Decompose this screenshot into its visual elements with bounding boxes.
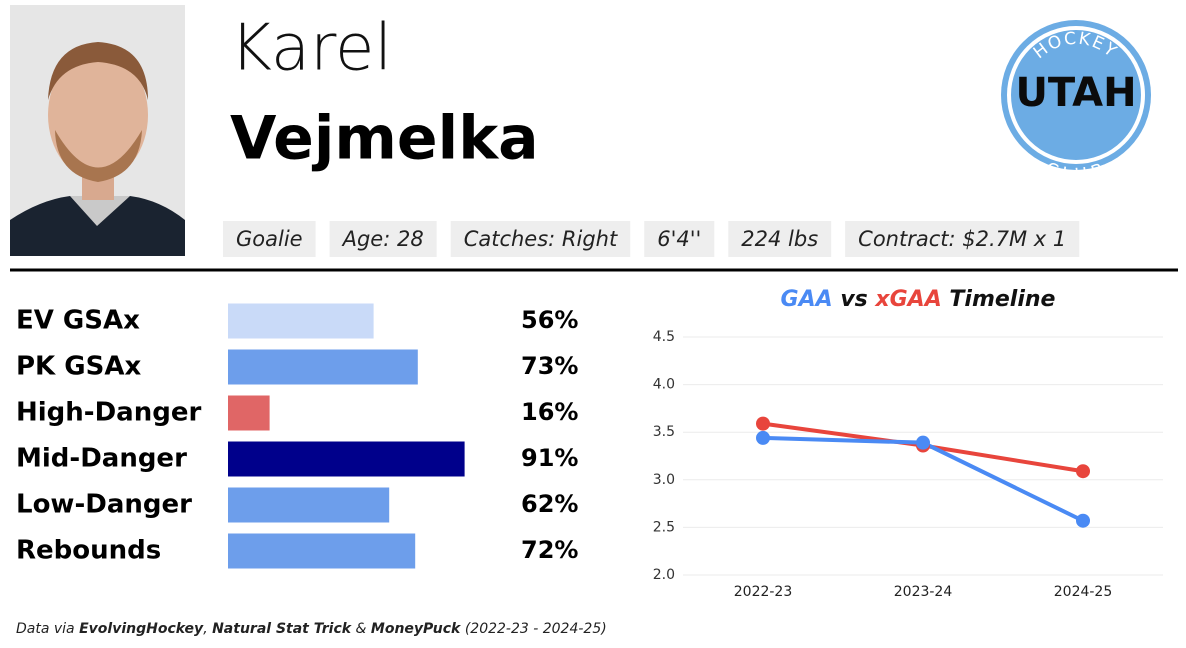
point [756, 416, 770, 431]
bar-label: PK GSAx [16, 352, 141, 382]
attribute-text: Contract: $2.7M x 1 [858, 227, 1066, 251]
x-tick-label: 2023-24 [894, 584, 953, 600]
point [916, 435, 930, 450]
bar [228, 303, 374, 339]
attributes: Goalie Age: 28 Catches: Right 6'4'' 224 lbs C… [223, 221, 1080, 257]
attribute-box [450, 221, 631, 257]
title-joiner: vs [840, 287, 867, 312]
value-label: 72% [521, 536, 578, 564]
y-tick-label: 2.5 [653, 519, 675, 535]
y-tick-label: 4.0 [653, 377, 675, 393]
chart-title: GAA vs xGAA Timeline [781, 287, 1056, 312]
value-label: 16% [521, 398, 578, 426]
value-label: 91% [521, 444, 578, 472]
value-label: 62% [521, 490, 578, 518]
title-series: xGAA [874, 287, 941, 312]
attribute-text: Age: 28 [341, 227, 424, 251]
title-suffix: Timeline [949, 287, 1055, 312]
attribute-box [845, 221, 1080, 257]
point [756, 430, 770, 445]
bar-label: High-Danger [16, 398, 201, 428]
footer-part: (2022-23 - 2024-25) [460, 621, 606, 637]
footer-part: Data via [16, 621, 79, 637]
footer: Data via EvolvingHockey, Natural Stat Tr… [16, 621, 607, 637]
bar [228, 395, 270, 431]
attribute-text: Goalie [236, 227, 303, 251]
player-photo [10, 5, 185, 256]
bar [228, 441, 465, 477]
bar [228, 487, 390, 523]
first-name: Karel [230, 12, 392, 86]
value-label: 56% [521, 306, 578, 334]
x-tick-label: 2022-23 [734, 584, 793, 600]
footer-part: Natural Stat Trick [212, 621, 353, 637]
bar-label: Mid-Danger [16, 444, 187, 474]
attribute-box [223, 221, 316, 257]
title-series: GAA [781, 287, 833, 312]
attribute-box [644, 221, 715, 257]
last-name: Vejmelka [230, 104, 539, 174]
bar [228, 533, 416, 569]
y-tick-label: 3.0 [653, 472, 675, 488]
bar-label: Low-Danger [16, 490, 192, 520]
attribute-text: 224 lbs [741, 227, 818, 251]
point [1076, 464, 1090, 479]
y-tick-label: 3.5 [653, 424, 675, 440]
bar [228, 349, 418, 385]
point [1076, 513, 1090, 528]
footer-part: & [351, 621, 371, 637]
footer-part: , [203, 621, 212, 637]
attribute-text: 6'4'' [657, 227, 701, 251]
team-logo: HOCKEY UTAH CLUB [1001, 20, 1151, 185]
logo-main: UTAH [1015, 70, 1136, 116]
attribute-box [329, 221, 437, 257]
y-tick-label: 2.0 [653, 567, 675, 583]
bar-label: Rebounds [16, 536, 161, 566]
value-label: 73% [521, 352, 578, 380]
attribute-text: Catches: Right [464, 227, 618, 251]
y-tick-label: 4.5 [653, 329, 675, 345]
bar-label: EV GSAx [16, 306, 140, 336]
footer-part: EvolvingHockey [79, 621, 204, 637]
x-tick-label: 2024-25 [1054, 584, 1113, 600]
footer-part: MoneyPuck [371, 621, 462, 637]
attribute-box [728, 221, 832, 257]
